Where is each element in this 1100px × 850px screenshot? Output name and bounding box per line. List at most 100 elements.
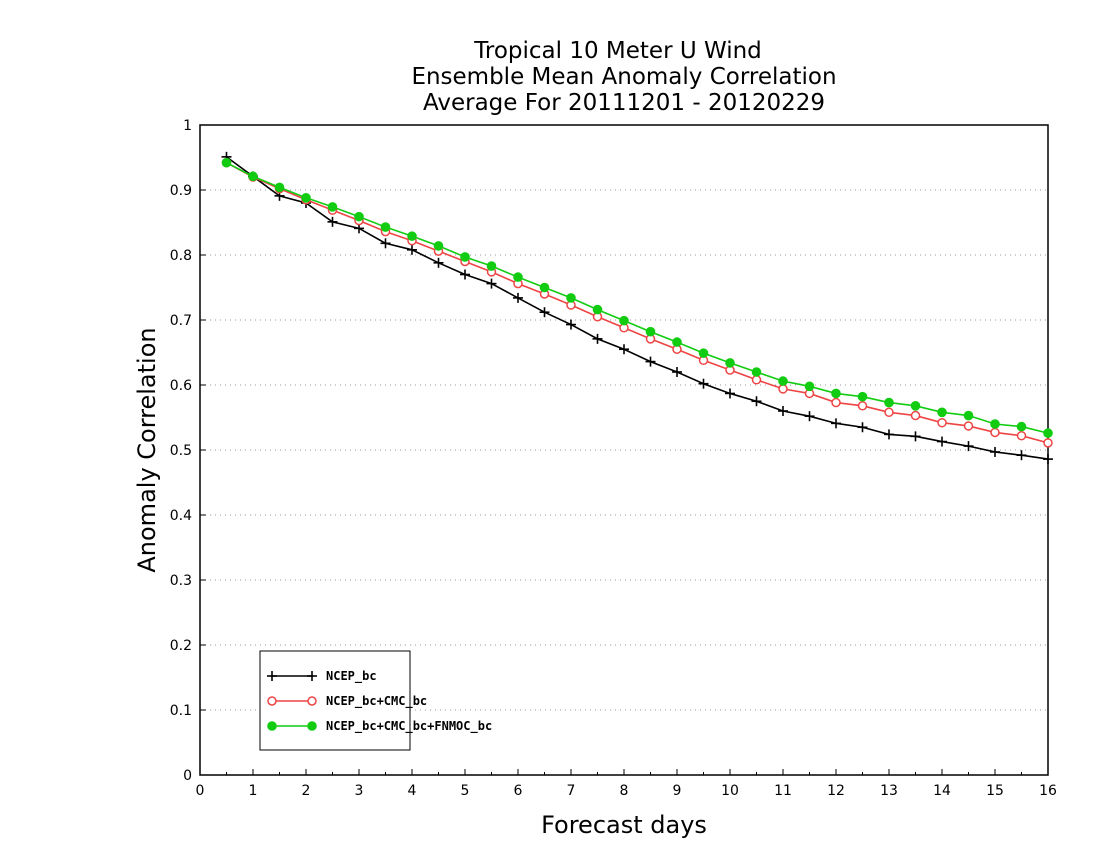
y-tick-label: 0.7 <box>170 313 192 329</box>
legend-marker <box>267 671 277 681</box>
y-tick-label: 0.1 <box>170 703 192 719</box>
data-point <box>274 182 285 193</box>
data-point <box>910 431 921 442</box>
data-point <box>592 333 603 344</box>
data-point <box>831 397 841 408</box>
x-tick-label: 4 <box>408 783 417 799</box>
data-point <box>963 410 974 421</box>
series-line <box>226 161 1049 444</box>
data-point <box>831 388 841 399</box>
data-point <box>645 326 656 337</box>
legend-marker <box>307 721 317 731</box>
legend-marker <box>307 671 317 681</box>
data-point <box>433 241 444 251</box>
data-point <box>672 337 682 347</box>
series-2 <box>221 157 1053 448</box>
y-tick-label: 0.3 <box>170 573 192 589</box>
data-point <box>248 171 258 182</box>
data-point <box>539 307 550 318</box>
y-tick-label: 0.2 <box>170 638 192 654</box>
legend-label: NCEP_bc+CMC_bc+FNMOC_bc <box>326 719 492 734</box>
series-line <box>226 156 1049 460</box>
legend-label: NCEP_bc+CMC_bc <box>326 694 427 709</box>
x-tick-label: 1 <box>249 783 258 799</box>
data-point <box>804 381 815 392</box>
x-tick-label: 9 <box>673 783 682 799</box>
x-tick-label: 14 <box>933 783 951 799</box>
x-tick-label: 5 <box>461 783 470 799</box>
y-tick-label: 0.5 <box>170 443 192 459</box>
data-point <box>831 418 841 429</box>
data-point <box>990 446 1000 457</box>
data-point <box>486 278 497 289</box>
chart-title-line-3: Average For 20111201 - 20120229 <box>423 90 825 116</box>
data-point <box>778 376 788 386</box>
series-3 <box>221 157 1053 438</box>
data-point <box>884 407 894 418</box>
data-point <box>1043 428 1053 438</box>
data-point <box>910 410 921 421</box>
x-tick-label: 16 <box>1039 783 1057 799</box>
x-tick-label: 6 <box>514 783 523 799</box>
x-tick-label: 8 <box>620 783 629 799</box>
data-point <box>698 378 709 389</box>
y-tick-label: 0 <box>183 768 192 784</box>
data-point <box>778 384 788 394</box>
data-point <box>884 397 894 408</box>
legend-marker <box>267 721 277 731</box>
y-axis-label: Anomaly Correlation <box>133 327 161 572</box>
data-point <box>433 257 444 268</box>
data-point <box>1016 421 1027 432</box>
data-point <box>857 391 868 402</box>
grid-lines <box>200 189 1048 711</box>
data-point <box>937 436 947 447</box>
data-point <box>513 272 523 282</box>
data-point <box>380 238 391 249</box>
x-tick-label: 7 <box>567 783 576 799</box>
data-point <box>1016 450 1027 461</box>
x-tick-label: 15 <box>986 783 1004 799</box>
legend-entry-2: NCEP_bc+CMC_bc <box>267 694 427 709</box>
chart-title-line-1: Tropical 10 Meter U Wind <box>473 38 762 64</box>
data-point <box>725 358 735 368</box>
data-point <box>460 252 470 262</box>
legend-marker <box>267 696 277 706</box>
data-point <box>990 419 1000 429</box>
data-point <box>566 293 576 303</box>
data-point <box>301 193 311 203</box>
data-point <box>672 367 682 377</box>
data-point <box>910 401 921 411</box>
x-axis-label: Forecast days <box>541 811 707 839</box>
data-point <box>407 244 417 255</box>
data-point <box>486 261 497 271</box>
legend: NCEP_bc NCEP_bc+CMC_bc NCEP_bc+CMC_bc+FNMO… <box>259 650 492 751</box>
data-point <box>327 216 338 227</box>
x-tick-label: 11 <box>774 783 792 799</box>
legend-label: NCEP_bc <box>326 669 377 684</box>
legend-marker <box>307 696 317 706</box>
data-point <box>460 269 470 280</box>
y-tick-label: 1 <box>183 118 192 134</box>
data-point <box>221 157 232 168</box>
y-tick-label: 0.8 <box>170 248 192 264</box>
data-point <box>937 407 947 418</box>
data-point <box>566 319 576 330</box>
data-point <box>1043 438 1053 448</box>
data-point <box>804 411 815 422</box>
data-point <box>751 367 762 377</box>
data-point <box>592 304 603 315</box>
data-point <box>937 417 947 428</box>
data-point <box>645 356 656 367</box>
data-point <box>619 315 629 326</box>
data-point <box>539 282 550 293</box>
x-tick-label: 10 <box>721 783 739 799</box>
chart-title-line-2: Ensemble Mean Anomaly Correlation <box>411 64 836 90</box>
x-tick-label: 13 <box>880 783 898 799</box>
data-point <box>725 388 735 399</box>
chart-title: Tropical 10 Meter U Wind Ensemble Mean A… <box>411 38 836 116</box>
series-layer <box>221 151 1053 465</box>
y-tick-label: 0.9 <box>170 183 192 199</box>
data-point <box>778 406 788 416</box>
data-point <box>1043 454 1053 465</box>
